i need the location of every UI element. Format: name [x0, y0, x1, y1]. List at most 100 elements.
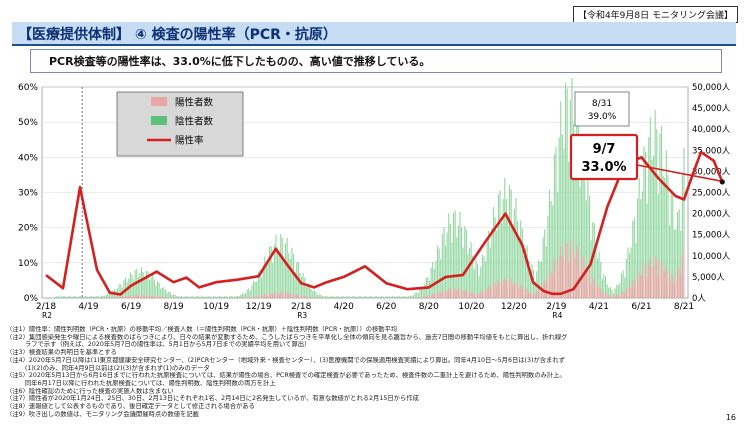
negative-bar: [334, 296, 336, 298]
negative-bar: [453, 212, 455, 298]
positive-bar: [267, 294, 269, 298]
negative-bar: [656, 129, 658, 298]
positive-bar: [481, 290, 483, 298]
negative-bar: [374, 296, 376, 298]
legend-box: [116, 91, 244, 157]
positive-bar: [272, 294, 274, 298]
negative-bar: [211, 296, 213, 298]
positive-bar: [126, 296, 128, 298]
positive-bar: [448, 288, 450, 298]
negative-bar: [73, 296, 75, 298]
callout-current-date: 9/7: [593, 142, 616, 157]
positivity-rate-chart: 0% 10% 20% 30% 40% 50% 60% 0人 5,000人 10,000人 15,00…: [18, 78, 731, 320]
negative-bar: [459, 211, 461, 298]
positive-bar: [117, 296, 119, 298]
negative-bar: [515, 197, 517, 298]
negative-bar: [561, 134, 563, 298]
negative-bar: [358, 296, 360, 298]
callout-prev-value: 39.0%: [588, 112, 617, 122]
negative-bar: [120, 284, 122, 298]
positive-bar: [597, 287, 599, 298]
positive-bar: [584, 267, 586, 298]
positive-bar: [593, 278, 595, 298]
negative-bar: [339, 296, 341, 298]
footnote-line: ラフで示す（例えば、2020年5月7日の陽性率は、5月1日から5月7日までの実績…: [6, 341, 311, 349]
positive-bar: [574, 258, 576, 298]
positive-bar: [646, 276, 648, 298]
negative-bar: [521, 228, 523, 298]
negative-bar: [659, 133, 661, 298]
y-right-tick-label: 30,000人: [692, 167, 731, 177]
negative-bar: [265, 262, 267, 298]
negative-bar: [208, 296, 210, 298]
negative-bar: [193, 296, 195, 298]
negative-bar: [667, 174, 669, 298]
x-year-label: R3: [297, 311, 307, 320]
positive-bar: [134, 294, 136, 298]
positive-bar: [141, 294, 143, 298]
positive-bar: [446, 290, 448, 298]
negative-bar: [485, 261, 487, 298]
positive-bar: [483, 290, 485, 298]
negative-bar: [619, 282, 621, 298]
positive-bar: [541, 288, 543, 298]
positive-bar: [461, 289, 463, 298]
positive-bar: [161, 296, 163, 298]
y-right-tick-label: 45,000人: [692, 104, 731, 114]
positive-bar: [453, 288, 455, 298]
y-right-tick-label: 10,000人: [692, 252, 731, 262]
negative-bar: [149, 280, 151, 298]
negative-bar: [601, 279, 603, 298]
negative-bar: [217, 296, 219, 298]
negative-bar: [301, 277, 303, 298]
negative-bar: [571, 78, 573, 298]
negative-bar: [302, 272, 304, 298]
negative-bar: [197, 296, 199, 298]
positive-bar: [128, 295, 130, 298]
negative-bar: [248, 288, 250, 298]
negative-bar: [369, 296, 371, 298]
positive-bar: [158, 296, 160, 298]
positive-bar: [598, 286, 600, 298]
negative-bar: [299, 272, 301, 298]
negative-bar: [307, 283, 309, 298]
y-right-tick-label: 5,000人: [692, 273, 725, 283]
positive-bar: [454, 287, 456, 298]
positive-bar: [627, 286, 629, 298]
x-tick-label: 6/20: [376, 302, 396, 312]
negative-bar: [225, 296, 227, 298]
positive-bar: [579, 269, 581, 298]
negative-bar: [209, 296, 211, 298]
positive-bar: [544, 280, 546, 298]
negative-bar: [395, 296, 397, 298]
negative-bar: [609, 287, 611, 298]
negative-bar: [621, 273, 623, 298]
negative-bar: [534, 280, 536, 298]
positive-bar: [643, 264, 645, 298]
negative-bar: [110, 294, 112, 298]
positive-bar: [560, 247, 562, 298]
legend-swatch: [151, 97, 167, 106]
negative-bar: [150, 278, 152, 298]
negative-bar: [646, 203, 648, 298]
positive-bar: [566, 243, 568, 298]
negative-bar: [624, 277, 626, 298]
positive-bar: [577, 250, 579, 298]
positive-bar: [157, 296, 159, 298]
positive-bar: [259, 295, 261, 298]
negative-bar: [590, 240, 592, 298]
positive-bar: [289, 294, 291, 298]
positive-bar: [477, 293, 479, 298]
positive-bar: [286, 292, 288, 298]
negative-bar: [286, 237, 288, 298]
positive-bar: [657, 274, 659, 298]
positive-bar: [624, 293, 626, 298]
negative-bar: [552, 205, 554, 298]
positive-bar: [629, 288, 631, 298]
negative-bar: [494, 217, 496, 298]
positive-bar: [417, 297, 419, 298]
negative-bar: [397, 296, 399, 298]
negative-bar: [97, 296, 99, 298]
negative-bar: [185, 296, 187, 298]
negative-bar: [85, 296, 87, 298]
